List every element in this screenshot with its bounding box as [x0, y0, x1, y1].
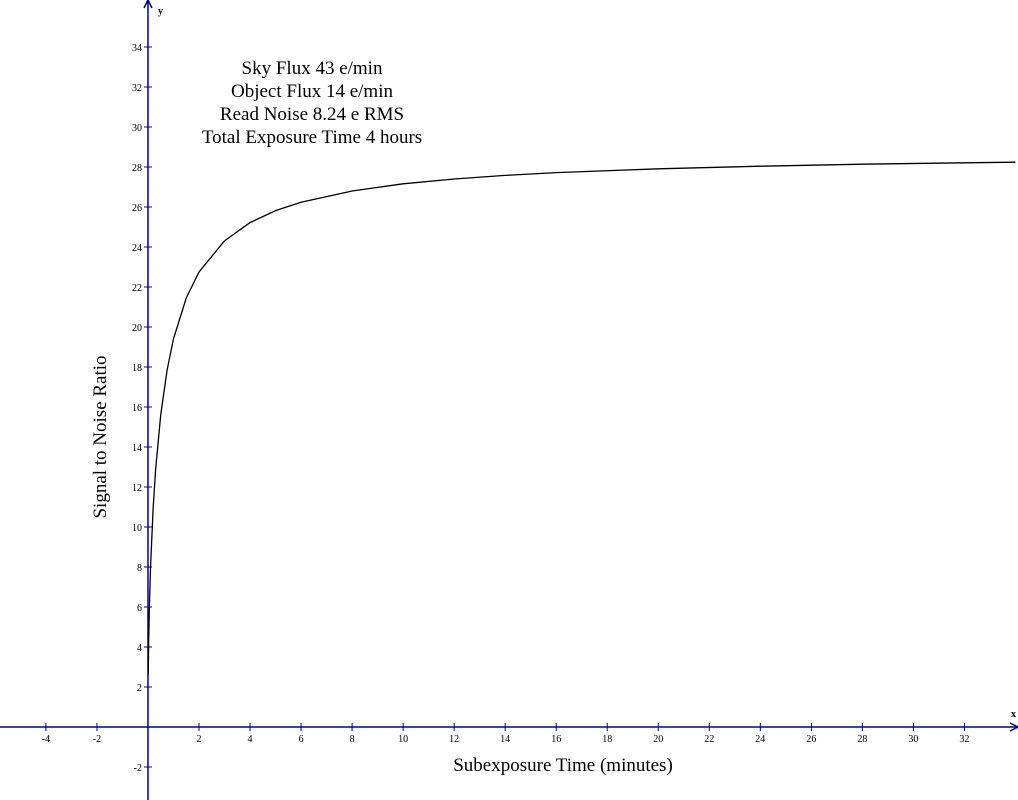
- x-tick-label: 8: [350, 734, 355, 745]
- x-tick-label: 16: [551, 734, 561, 745]
- y-tick-label: 10: [132, 523, 142, 534]
- y-tick-label: 14: [132, 443, 142, 454]
- x-tick-label: 6: [299, 734, 304, 745]
- x-tick-label: 26: [806, 734, 816, 745]
- x-tick-label: 4: [248, 734, 253, 745]
- y-axis-label: Signal to Noise Ratio: [90, 355, 111, 518]
- x-tick-label: 10: [398, 734, 408, 745]
- x-tick-label: 28: [857, 734, 867, 745]
- y-tick-label: 24: [132, 243, 142, 254]
- y-tick-label: 22: [132, 283, 142, 294]
- x-tick-label: 22: [704, 734, 714, 745]
- x-tick-label: 24: [755, 734, 765, 745]
- annotation: Object Flux 14 e/min: [231, 81, 394, 102]
- y-tick-label: 8: [137, 563, 142, 574]
- x-axis-label: Subexposure Time (minutes): [453, 755, 673, 776]
- x-tick-label: 2: [197, 734, 202, 745]
- curve: [147, 161, 1016, 675]
- y-tick-label: 28: [132, 163, 142, 174]
- y-tick-label: 2: [137, 683, 142, 694]
- x-tick-label: 14: [500, 734, 510, 745]
- y-tick-label: 12: [132, 483, 142, 494]
- annotation: Read Noise 8.24 e RMS: [220, 104, 404, 125]
- y-tick-label: 4: [137, 643, 142, 654]
- x-tick-label: -4: [42, 734, 50, 745]
- y-tick-label: 6: [137, 603, 142, 614]
- x-tick-label: 30: [908, 734, 918, 745]
- x-tick-label: 18: [602, 734, 612, 745]
- y-tick-label: 16: [132, 403, 142, 414]
- x-tick-label: -2: [93, 734, 101, 745]
- annotation: Sky Flux 43 e/min: [242, 58, 383, 79]
- annotation: Total Exposure Time 4 hours: [202, 127, 422, 148]
- y-tick-label: 32: [132, 83, 142, 94]
- y-tick-label: 26: [132, 203, 142, 214]
- y-tick-label: 18: [132, 363, 142, 374]
- y-tick-label: 30: [132, 123, 142, 134]
- y-tick-label: 34: [132, 43, 142, 54]
- y-arrow: [143, 0, 153, 9]
- y-tick-label: -2: [134, 763, 142, 774]
- x-axis-name: x: [1011, 709, 1016, 720]
- x-arrow: [1009, 722, 1018, 732]
- x-tick-label: 32: [959, 734, 969, 745]
- x-tick-label: 12: [449, 734, 459, 745]
- x-tick-label: 20: [653, 734, 663, 745]
- y-axis-name: y: [158, 6, 163, 17]
- y-tick-label: 20: [132, 323, 142, 334]
